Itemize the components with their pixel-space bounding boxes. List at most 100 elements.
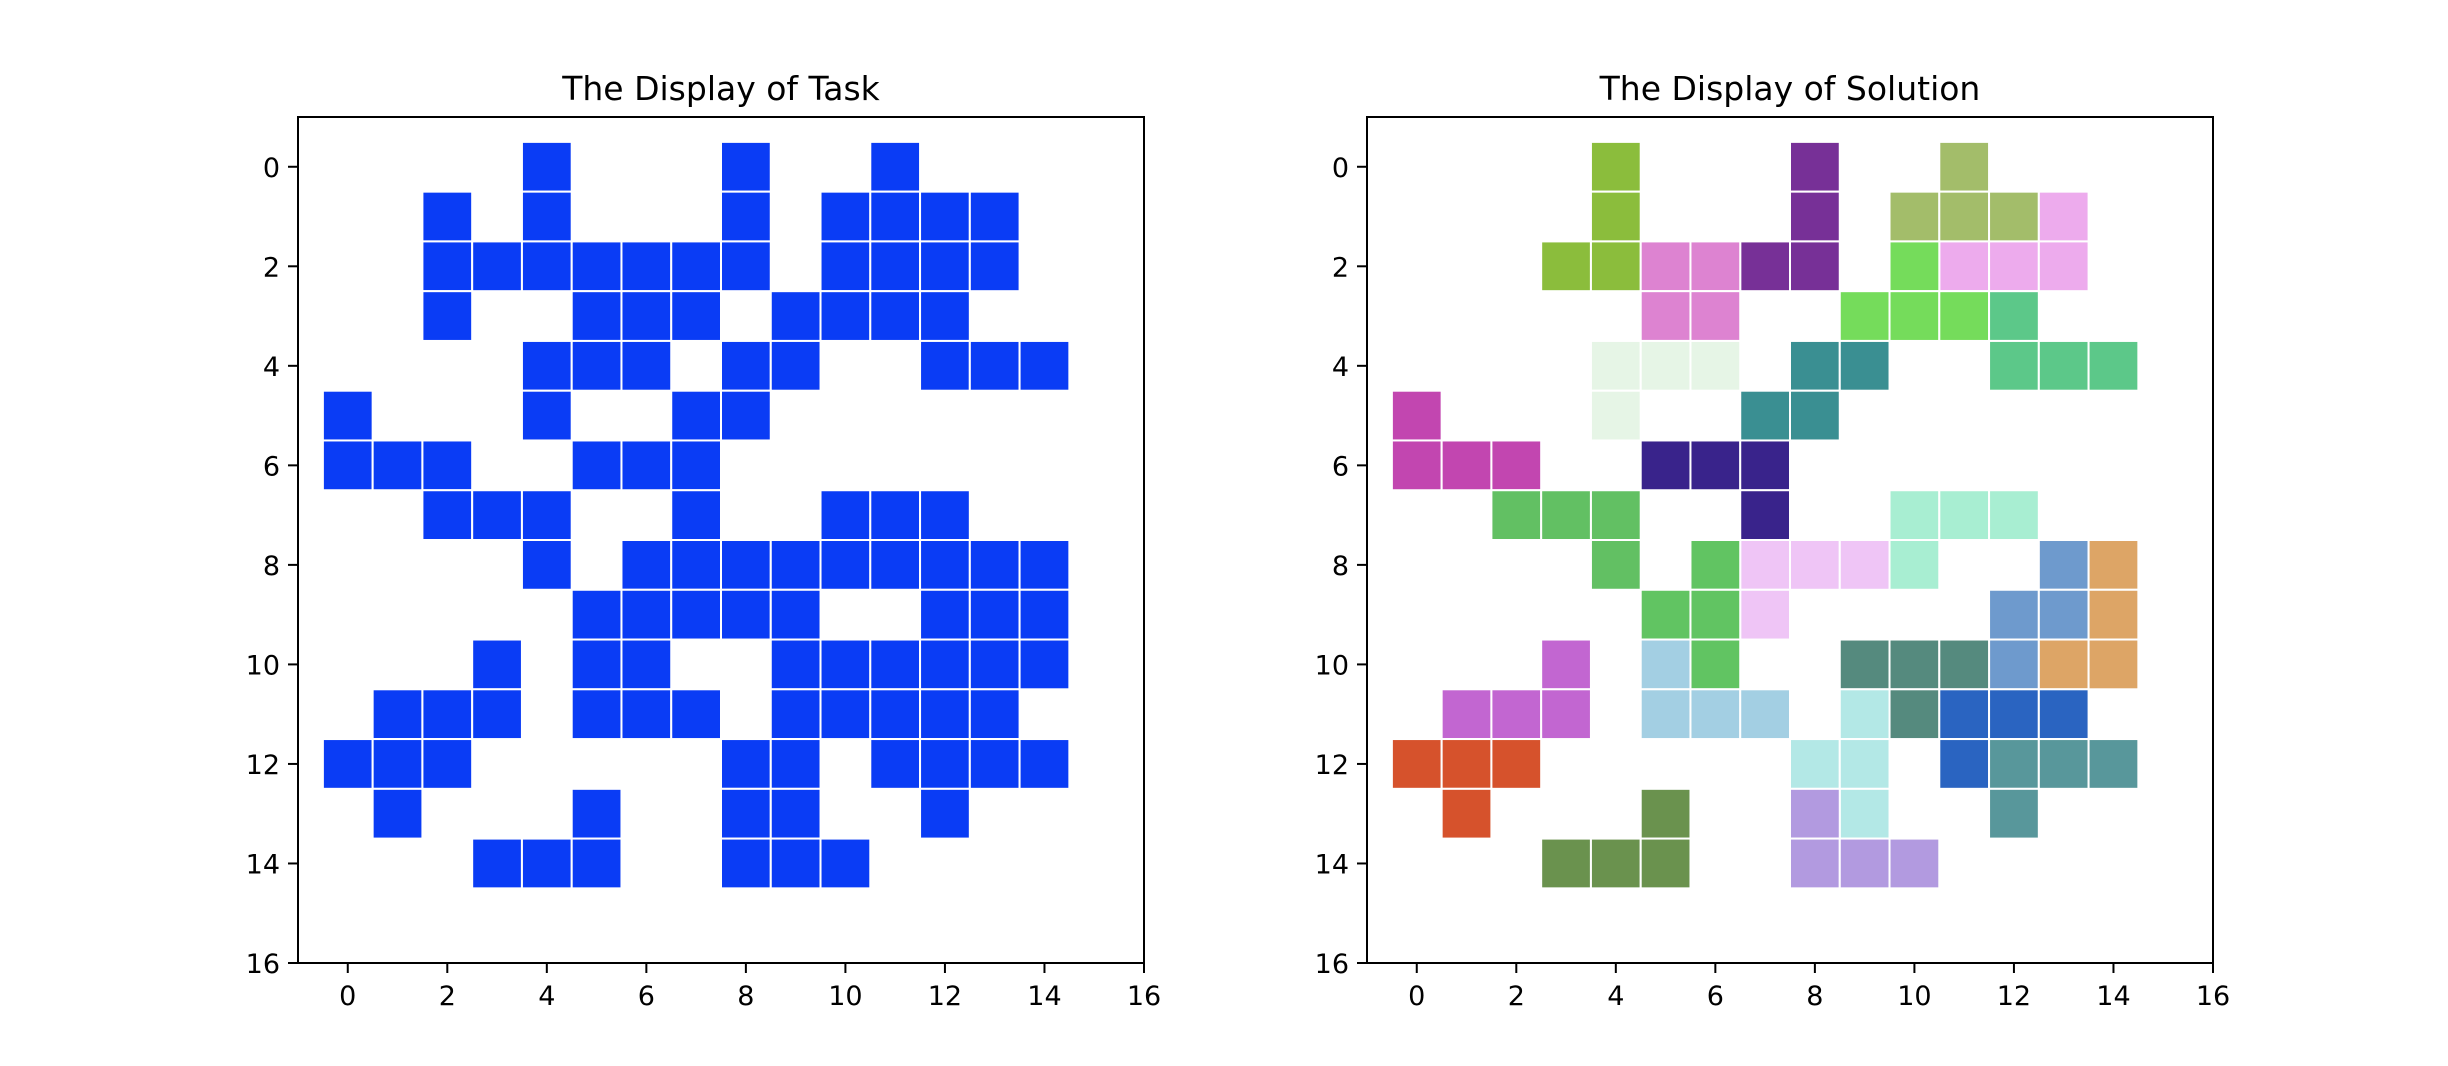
task-cell bbox=[471, 240, 523, 293]
solution-cell bbox=[1838, 738, 1891, 790]
task-cell bbox=[570, 787, 623, 840]
solution-cell bbox=[1589, 339, 1642, 392]
task-cell bbox=[670, 588, 722, 641]
solution-cell bbox=[1789, 738, 1841, 790]
solution-cell bbox=[1988, 290, 2040, 342]
task-y-tick-label: 12 bbox=[246, 750, 280, 781]
task-cell bbox=[720, 837, 772, 890]
task-cell bbox=[769, 638, 822, 691]
task-cell bbox=[869, 688, 922, 741]
task-cell bbox=[620, 688, 673, 741]
task-cell bbox=[919, 190, 971, 243]
solution-y-tick-label: 8 bbox=[1332, 551, 1349, 582]
task-x-tick-label: 10 bbox=[828, 981, 862, 1012]
task-cell bbox=[1018, 738, 1071, 790]
task-cell bbox=[620, 588, 673, 641]
task-cell bbox=[670, 240, 722, 293]
task-cell bbox=[869, 240, 922, 293]
task-cell bbox=[471, 489, 523, 541]
solution-x-tick-label: 4 bbox=[1607, 981, 1624, 1012]
solution-cell bbox=[1888, 489, 1941, 541]
task-cell bbox=[471, 837, 523, 890]
task-cell bbox=[819, 489, 872, 541]
solution-cell bbox=[1589, 389, 1642, 442]
task-cell bbox=[769, 539, 822, 591]
task-cell bbox=[869, 539, 922, 591]
solution-cell bbox=[1938, 240, 1991, 293]
task-cell bbox=[670, 688, 722, 741]
task-cell bbox=[1018, 588, 1071, 641]
solution-cell bbox=[1739, 588, 1792, 641]
task-cell bbox=[670, 389, 722, 442]
task-cell bbox=[869, 638, 922, 691]
task-cell bbox=[919, 489, 971, 541]
task-cell bbox=[720, 787, 772, 840]
solution-cell bbox=[1838, 837, 1891, 890]
task-cell bbox=[520, 190, 573, 243]
task-cell bbox=[620, 439, 673, 492]
task-cell bbox=[919, 588, 971, 641]
solution-cell bbox=[2037, 738, 2090, 790]
solution-cell bbox=[1689, 539, 1742, 591]
task-cell bbox=[1018, 339, 1071, 392]
task-cell bbox=[321, 389, 374, 442]
solution-cell bbox=[2037, 339, 2090, 392]
task-cell bbox=[670, 539, 722, 591]
task-cell bbox=[720, 539, 772, 591]
task-cell bbox=[421, 190, 474, 243]
solution-cell bbox=[1390, 738, 1443, 790]
solution-cell bbox=[1689, 339, 1742, 392]
task-cell bbox=[520, 339, 573, 392]
solution-cell bbox=[1689, 439, 1742, 492]
solution-cell bbox=[1540, 837, 1592, 890]
solution-x-tick-label: 6 bbox=[1707, 981, 1724, 1012]
solution-cell bbox=[1589, 190, 1642, 243]
task-cell bbox=[720, 140, 772, 193]
task-cell bbox=[520, 240, 573, 293]
task-cell bbox=[371, 688, 424, 741]
task-title: The Display of Task bbox=[561, 69, 880, 108]
task-cell bbox=[919, 290, 971, 342]
solution-cell bbox=[1789, 389, 1841, 442]
solution-cell bbox=[1689, 588, 1742, 641]
solution-cell bbox=[1440, 787, 1493, 840]
task-cell bbox=[919, 240, 971, 293]
solution-x-tick-label: 10 bbox=[1897, 981, 1931, 1012]
solution-cell bbox=[1988, 240, 2040, 293]
task-cell bbox=[919, 539, 971, 591]
solution-cell bbox=[1689, 688, 1742, 741]
task-cell bbox=[869, 140, 922, 193]
solution-cell bbox=[1789, 837, 1841, 890]
solution-cell bbox=[1988, 190, 2040, 243]
task-cell bbox=[570, 290, 623, 342]
task-y-tick-label: 2 bbox=[263, 252, 280, 283]
task-cell bbox=[869, 738, 922, 790]
task-y-tick-label: 14 bbox=[246, 849, 280, 880]
task-cell bbox=[620, 339, 673, 392]
solution-cell bbox=[1739, 240, 1792, 293]
solution-cell bbox=[1888, 290, 1941, 342]
task-cell bbox=[819, 837, 872, 890]
solution-y-tick-label: 6 bbox=[1332, 451, 1349, 482]
solution-cell bbox=[1888, 240, 1941, 293]
task-cell bbox=[321, 439, 374, 492]
task-x-tick-label: 16 bbox=[1127, 981, 1161, 1012]
solution-cell bbox=[2087, 738, 2140, 790]
solution-cell bbox=[2087, 588, 2140, 641]
solution-y-tick-label: 10 bbox=[1315, 650, 1349, 681]
task-cell bbox=[819, 539, 872, 591]
solution-cell bbox=[1888, 837, 1941, 890]
task-cell bbox=[968, 339, 1021, 392]
solution-cell bbox=[2037, 240, 2090, 293]
solution-cell bbox=[1988, 688, 2040, 741]
task-cell bbox=[769, 339, 822, 392]
solution-cell bbox=[1838, 787, 1891, 840]
solution-cell bbox=[1689, 638, 1742, 691]
solution-cell bbox=[1589, 837, 1642, 890]
task-x-tick-label: 12 bbox=[928, 981, 962, 1012]
task-cell bbox=[620, 638, 673, 691]
task-cell bbox=[1018, 539, 1071, 591]
solution-cell bbox=[1639, 588, 1692, 641]
task-cell bbox=[819, 638, 872, 691]
solution-cell bbox=[1440, 738, 1493, 790]
